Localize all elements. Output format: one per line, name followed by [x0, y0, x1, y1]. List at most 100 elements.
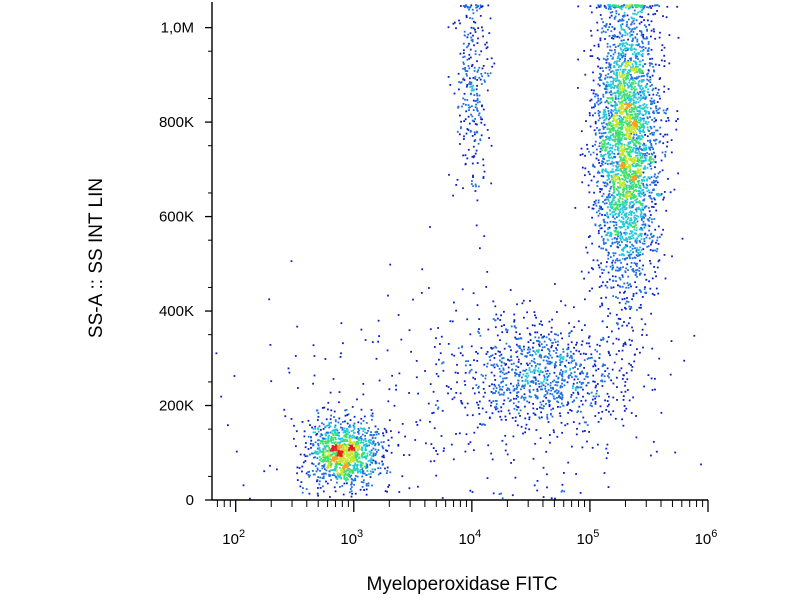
event-dot	[632, 148, 634, 151]
event-dot	[378, 462, 381, 465]
event-dot	[628, 213, 630, 216]
event-dot	[599, 117, 601, 120]
event-dot	[658, 36, 661, 39]
event-dot	[617, 198, 620, 201]
event-dot	[617, 132, 620, 135]
event-dot	[622, 99, 625, 102]
event-dot	[627, 151, 630, 154]
event-dot	[521, 385, 523, 388]
event-dot	[618, 123, 621, 126]
event-dot	[343, 468, 346, 471]
event-dot	[624, 121, 627, 124]
event-dot	[520, 362, 522, 365]
event-dot	[633, 80, 636, 83]
event-dot	[599, 39, 602, 42]
event-dot	[626, 77, 629, 80]
event-dot	[658, 259, 661, 262]
event-dot	[651, 200, 653, 203]
event-dot	[604, 242, 607, 245]
event-dot	[499, 375, 502, 378]
event-dot	[601, 149, 603, 152]
event-dot	[296, 472, 298, 475]
event-dot	[583, 421, 586, 424]
event-dot	[652, 148, 655, 150]
event-dot	[592, 114, 594, 117]
event-dot	[627, 322, 630, 325]
event-dot	[620, 82, 623, 85]
event-dot	[630, 30, 632, 33]
event-dot	[638, 69, 640, 71]
event-dot	[617, 122, 620, 124]
event-dot	[612, 342, 615, 345]
event-dot	[660, 49, 663, 52]
event-dot	[618, 130, 621, 133]
event-dot	[615, 259, 617, 262]
event-dot	[632, 234, 635, 236]
event-dot	[553, 364, 556, 367]
event-dot	[594, 202, 597, 205]
event-dot	[611, 242, 614, 245]
event-dot	[482, 388, 485, 390]
event-dot	[657, 243, 660, 245]
event-dot	[516, 355, 519, 358]
event-dot	[626, 33, 629, 35]
event-dot	[621, 162, 623, 164]
event-dot	[548, 352, 550, 355]
event-dot	[629, 201, 632, 204]
event-dot	[598, 114, 600, 117]
event-dot	[632, 131, 635, 134]
event-dot	[584, 399, 587, 402]
event-dot	[596, 153, 598, 156]
event-dot	[616, 240, 618, 243]
event-dot	[356, 443, 359, 445]
event-dot	[640, 75, 643, 78]
event-dot	[512, 362, 515, 365]
event-dot	[616, 194, 619, 196]
event-dot	[609, 85, 612, 88]
event-dot	[357, 431, 360, 433]
event-dot	[534, 396, 537, 399]
event-dot	[592, 163, 595, 166]
event-dot	[354, 445, 357, 448]
event-dot	[619, 226, 622, 229]
event-dot	[540, 382, 543, 385]
event-dot	[606, 127, 609, 130]
event-dot	[561, 372, 564, 375]
event-dot	[623, 282, 626, 285]
event-dot	[617, 57, 620, 59]
event-dot	[635, 13, 638, 16]
event-dot	[527, 364, 529, 366]
event-dot	[634, 208, 637, 211]
event-dot	[676, 5, 679, 8]
event-dot	[341, 468, 344, 470]
event-dot	[641, 154, 644, 157]
event-dot	[615, 104, 617, 107]
event-dot	[351, 449, 353, 452]
event-dot	[626, 244, 628, 247]
event-dot	[603, 269, 605, 271]
event-dot	[618, 191, 620, 193]
event-dot	[610, 233, 613, 235]
event-dot	[601, 272, 604, 274]
event-dot	[610, 125, 613, 128]
event-dot	[490, 404, 492, 407]
event-dot	[623, 147, 626, 150]
event-dot	[364, 428, 366, 431]
event-dot	[587, 357, 590, 360]
event-dot	[655, 287, 658, 290]
event-dot	[622, 150, 624, 153]
event-dot	[325, 456, 328, 458]
event-dot	[609, 8, 612, 10]
event-dot	[618, 369, 621, 372]
event-dot	[646, 126, 649, 129]
event-dot	[333, 457, 335, 460]
event-dot	[638, 180, 641, 182]
event-dot	[622, 162, 624, 165]
event-dot	[632, 81, 634, 84]
event-dot	[640, 5, 643, 8]
event-dot	[634, 55, 637, 57]
event-dot	[618, 86, 621, 88]
event-dot	[629, 70, 631, 73]
event-dot	[371, 415, 374, 418]
event-dot	[612, 80, 614, 83]
